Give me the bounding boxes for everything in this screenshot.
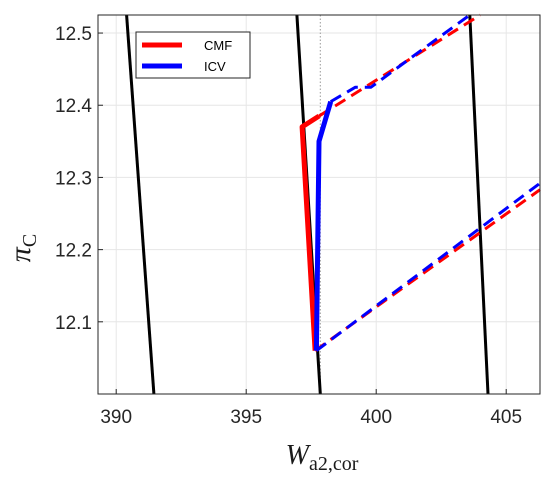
x-axis-title-sub: a2,cor (309, 453, 359, 475)
y-tick-label-0: 12.1 (55, 313, 92, 334)
x-axis-title: Wa2,cor (286, 440, 359, 475)
x-tick-label-0: 390 (100, 407, 132, 428)
x-tick-label-3: 405 (490, 407, 522, 428)
legend-box (135, 31, 251, 79)
y-tick-label-1: 12.2 (55, 241, 92, 262)
x-tick-label-2: 400 (360, 407, 392, 428)
y-axis-title: πC (4, 234, 41, 262)
speed-line-2 (468, 14, 490, 395)
x-axis-title-main: W (286, 440, 312, 471)
y-tick-label-2: 12.3 (55, 168, 92, 189)
y-axis-ticks: 12.1 12.2 12.3 12.4 12.5 (55, 24, 103, 334)
legend-label-cmf: CMF (204, 38, 232, 53)
data-series (299, 13, 541, 352)
y-tick-label-3: 12.4 (55, 96, 92, 117)
y-axis-title-sub: C (19, 234, 41, 247)
legend-label-icv: ICV (204, 59, 226, 74)
x-axis-ticks: 390 395 400 405 (100, 389, 522, 428)
plot-frame (97, 14, 541, 395)
y-axis-title-main: π (4, 246, 37, 262)
legend: CMF ICV (135, 31, 251, 79)
speed-line-0 (125, 14, 156, 395)
x-tick-label-1: 395 (230, 407, 262, 428)
series-icv-dashed-1 (329, 13, 471, 103)
series-cmf-solid-0 (299, 113, 321, 351)
series-icv-solid-0 (313, 100, 334, 351)
y-tick-label-4: 12.5 (55, 24, 92, 45)
series-icv-dashed-2 (315, 182, 541, 352)
